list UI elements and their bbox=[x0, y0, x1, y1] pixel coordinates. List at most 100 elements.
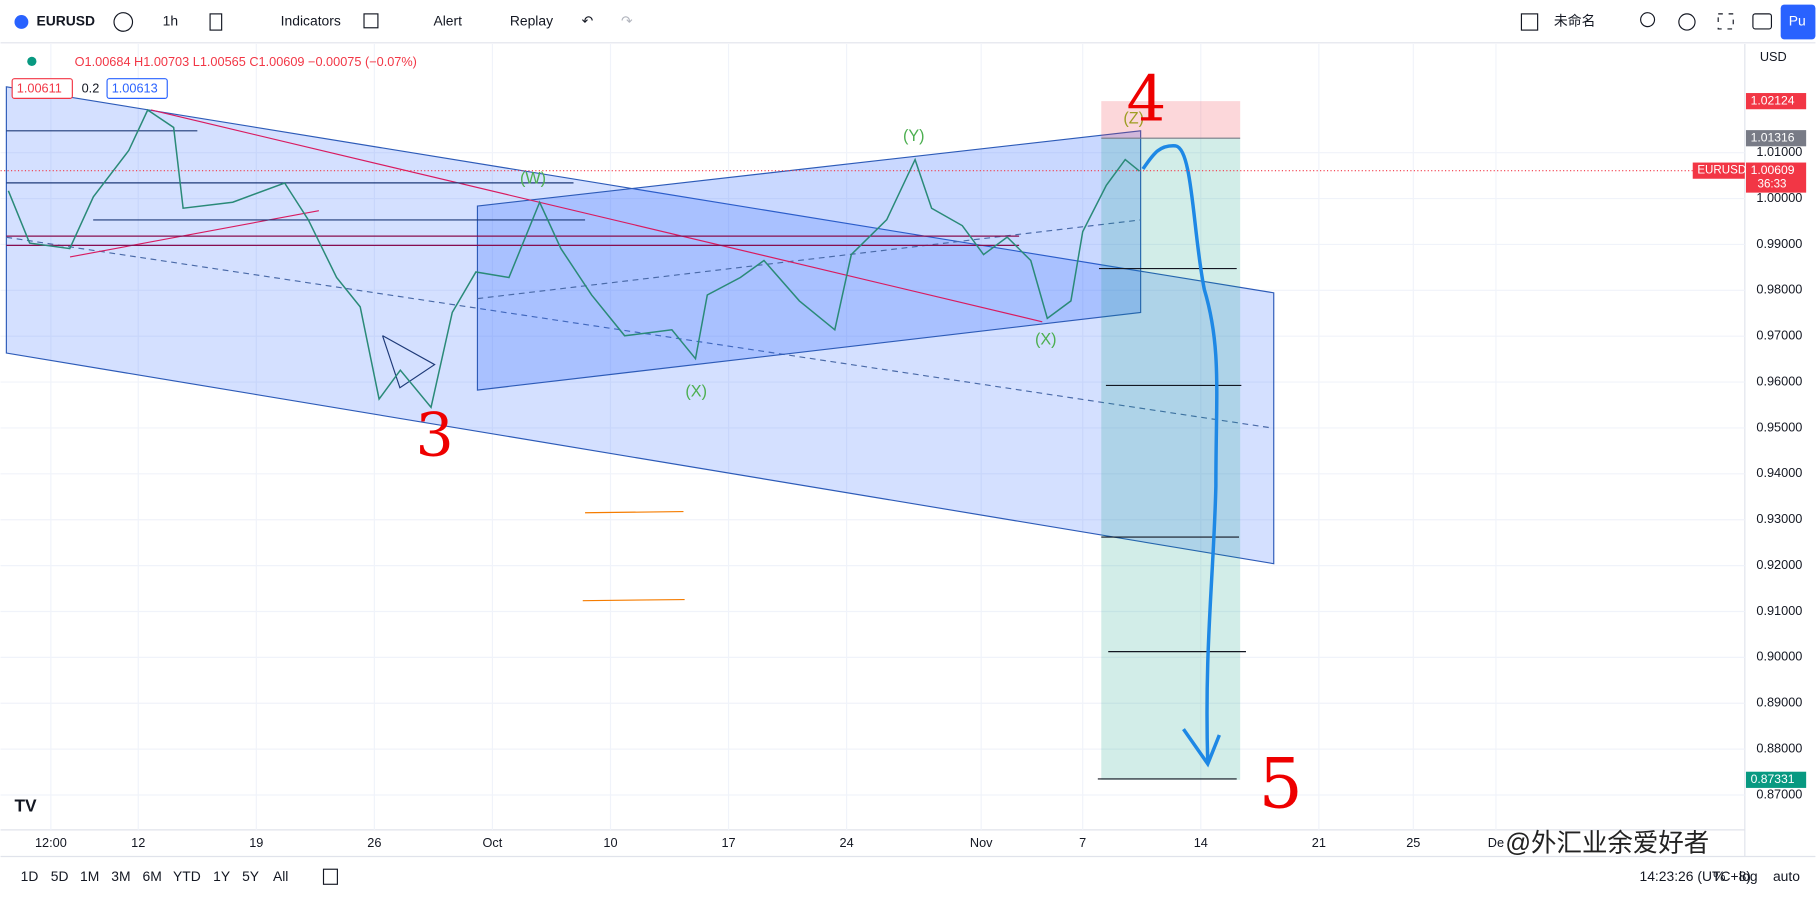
toolbar-item[interactable]: Indicators bbox=[281, 13, 341, 29]
sell-button[interactable] bbox=[11, 78, 73, 99]
ohlc: O1.00684 H1.00703 L1.00565 C1.00609 −0.0… bbox=[75, 54, 417, 69]
interval[interactable]: 1h bbox=[163, 13, 178, 29]
x-tick-label: 14 bbox=[1194, 835, 1208, 850]
fullscreen[interactable] bbox=[1717, 13, 1734, 30]
clock: 14:23:26 (UTC+8) bbox=[1639, 868, 1750, 884]
y-tick-label: 0.92000 bbox=[1756, 557, 1802, 572]
symbol[interactable]: EURUSD bbox=[36, 13, 95, 29]
y-tick-label: 0.95000 bbox=[1756, 419, 1802, 434]
date-range-icon[interactable] bbox=[322, 868, 338, 885]
range-button[interactable]: 1D bbox=[21, 868, 39, 884]
range-button[interactable]: 1Y bbox=[213, 868, 230, 884]
x-tick-label: De bbox=[1488, 835, 1504, 850]
x-tick-label: 19 bbox=[249, 835, 263, 850]
bottom-bar: 1D 5D 1M 3M 6M YTD 1Y 5Y All% log auto bbox=[21, 868, 1801, 884]
y-tick-label: 0.94000 bbox=[1756, 465, 1802, 480]
last-price-badge bbox=[1745, 162, 1807, 193]
currency: USD bbox=[1760, 49, 1787, 64]
x-tick-label: 12 bbox=[131, 835, 145, 850]
y-tick-label: 0.90000 bbox=[1756, 649, 1802, 664]
buy-button[interactable] bbox=[106, 78, 168, 99]
x-tick-label: 7 bbox=[1079, 835, 1086, 850]
toolbar-item[interactable]: Alert bbox=[433, 13, 462, 29]
wave-label: (Z) bbox=[1123, 109, 1144, 127]
y-tick-label: 0.97000 bbox=[1756, 328, 1802, 343]
last-price-label: 1.00609 bbox=[1751, 163, 1795, 177]
scale-button[interactable]: log bbox=[1739, 868, 1758, 884]
add-symbol[interactable] bbox=[113, 12, 134, 32]
scale-button[interactable]: auto bbox=[1773, 868, 1800, 884]
x-tick-label: 24 bbox=[840, 835, 854, 850]
range-button[interactable]: 6M bbox=[143, 868, 162, 884]
toolbar-item[interactable]: Replay bbox=[510, 13, 553, 29]
price-line bbox=[7, 108, 1140, 409]
hand-arrow bbox=[1141, 144, 1219, 764]
symbol-icon bbox=[14, 15, 29, 29]
symbol-badge-label: EURUSD bbox=[1697, 165, 1746, 177]
layout-name[interactable]: 未命名 bbox=[1554, 13, 1596, 29]
horizontal-line bbox=[585, 511, 684, 514]
y-tick-label: 0.96000 bbox=[1756, 373, 1802, 388]
hand-label: 4 bbox=[1127, 62, 1167, 135]
search[interactable] bbox=[1640, 12, 1656, 28]
range-button[interactable]: YTD bbox=[173, 868, 201, 884]
range-button[interactable]: 1M bbox=[80, 868, 99, 884]
x-tick-label: 12:00 bbox=[35, 835, 67, 850]
countdown: 36:33 bbox=[1758, 179, 1787, 191]
rising-channel bbox=[476, 130, 1142, 391]
publish[interactable]: Pu bbox=[1789, 13, 1806, 29]
tv-logo: TV bbox=[14, 795, 37, 815]
price-badge bbox=[1745, 771, 1807, 788]
plot bbox=[0, 108, 1745, 409]
range-button[interactable]: 5Y bbox=[242, 868, 259, 884]
wave-label: (X) bbox=[1035, 331, 1057, 349]
x-tick-label: 10 bbox=[603, 835, 617, 850]
wave-label: (Y) bbox=[903, 127, 925, 145]
range-button[interactable]: All bbox=[273, 868, 288, 884]
bid[interactable]: 1.00611 bbox=[17, 80, 62, 95]
position-tool bbox=[1101, 101, 1241, 780]
triangle bbox=[381, 335, 436, 389]
ask[interactable]: 1.00613 bbox=[112, 80, 158, 95]
top-toolbar bbox=[0, 0, 1816, 43]
y-tick-label: 0.89000 bbox=[1756, 695, 1802, 710]
undo[interactable]: ↶ bbox=[582, 13, 594, 29]
y-tick-label: 0.88000 bbox=[1756, 740, 1802, 755]
y-tick-label: 0.98000 bbox=[1756, 282, 1802, 297]
redo[interactable]: ↷ bbox=[621, 13, 633, 29]
settings[interactable] bbox=[1678, 13, 1696, 31]
trend-line bbox=[69, 210, 319, 258]
x-tick-label: Nov bbox=[970, 835, 993, 850]
symbol-badge bbox=[1692, 162, 1745, 179]
publish-button[interactable] bbox=[1780, 4, 1816, 40]
scale-button[interactable]: % bbox=[1713, 868, 1725, 884]
market-status bbox=[27, 56, 37, 66]
chart-style[interactable] bbox=[209, 13, 223, 31]
x-tick-label: Oct bbox=[483, 835, 503, 850]
templates[interactable] bbox=[363, 13, 379, 29]
price-badge bbox=[1745, 130, 1807, 147]
watermark: @外汇业余爱好者 bbox=[1505, 830, 1709, 858]
grid bbox=[0, 43, 1745, 830]
x-tick-label: 21 bbox=[1312, 835, 1326, 850]
x-tick-label: 17 bbox=[721, 835, 735, 850]
channel-midline bbox=[477, 219, 1141, 300]
horizontal-line bbox=[582, 598, 685, 602]
range-button[interactable]: 5D bbox=[51, 868, 69, 884]
y-tick-label: 0.87000 bbox=[1756, 786, 1802, 801]
spread: 0.2 bbox=[82, 80, 100, 95]
arrow-head bbox=[1182, 728, 1221, 768]
snapshot[interactable] bbox=[1752, 13, 1773, 30]
wave-label: (W) bbox=[520, 170, 546, 188]
range-button[interactable]: 3M bbox=[111, 868, 130, 884]
wave-label: (X) bbox=[685, 383, 707, 401]
layout-icon[interactable] bbox=[1520, 13, 1539, 31]
hand-label: 5 bbox=[1259, 744, 1303, 824]
y-tick-label: 0.91000 bbox=[1756, 603, 1802, 618]
price-badge bbox=[1745, 93, 1807, 110]
price-badge-label: 1.01316 bbox=[1751, 130, 1795, 144]
trend-line bbox=[150, 109, 1043, 323]
